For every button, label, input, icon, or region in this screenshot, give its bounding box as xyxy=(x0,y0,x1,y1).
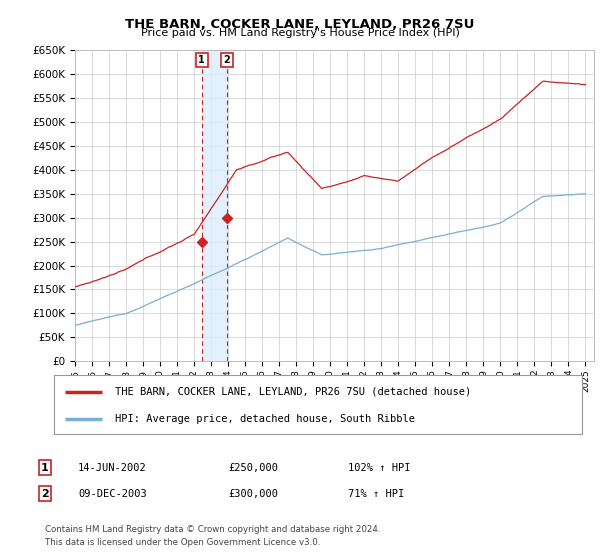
Text: 2: 2 xyxy=(223,55,230,65)
Text: This data is licensed under the Open Government Licence v3.0.: This data is licensed under the Open Gov… xyxy=(45,538,320,547)
Text: THE BARN, COCKER LANE, LEYLAND, PR26 7SU: THE BARN, COCKER LANE, LEYLAND, PR26 7SU xyxy=(125,18,475,31)
Text: 102% ↑ HPI: 102% ↑ HPI xyxy=(348,463,410,473)
Text: Contains HM Land Registry data © Crown copyright and database right 2024.: Contains HM Land Registry data © Crown c… xyxy=(45,525,380,534)
Text: Price paid vs. HM Land Registry's House Price Index (HPI): Price paid vs. HM Land Registry's House … xyxy=(140,28,460,38)
Text: £250,000: £250,000 xyxy=(228,463,278,473)
Text: 14-JUN-2002: 14-JUN-2002 xyxy=(78,463,147,473)
Text: THE BARN, COCKER LANE, LEYLAND, PR26 7SU (detached house): THE BARN, COCKER LANE, LEYLAND, PR26 7SU… xyxy=(115,386,471,396)
Bar xyxy=(202,50,227,361)
Text: 1: 1 xyxy=(41,463,49,473)
Text: 1: 1 xyxy=(199,55,205,65)
Text: £300,000: £300,000 xyxy=(228,489,278,499)
Text: 09-DEC-2003: 09-DEC-2003 xyxy=(78,489,147,499)
Text: 71% ↑ HPI: 71% ↑ HPI xyxy=(348,489,404,499)
Text: HPI: Average price, detached house, South Ribble: HPI: Average price, detached house, Sout… xyxy=(115,414,415,424)
Text: 2: 2 xyxy=(41,489,49,499)
